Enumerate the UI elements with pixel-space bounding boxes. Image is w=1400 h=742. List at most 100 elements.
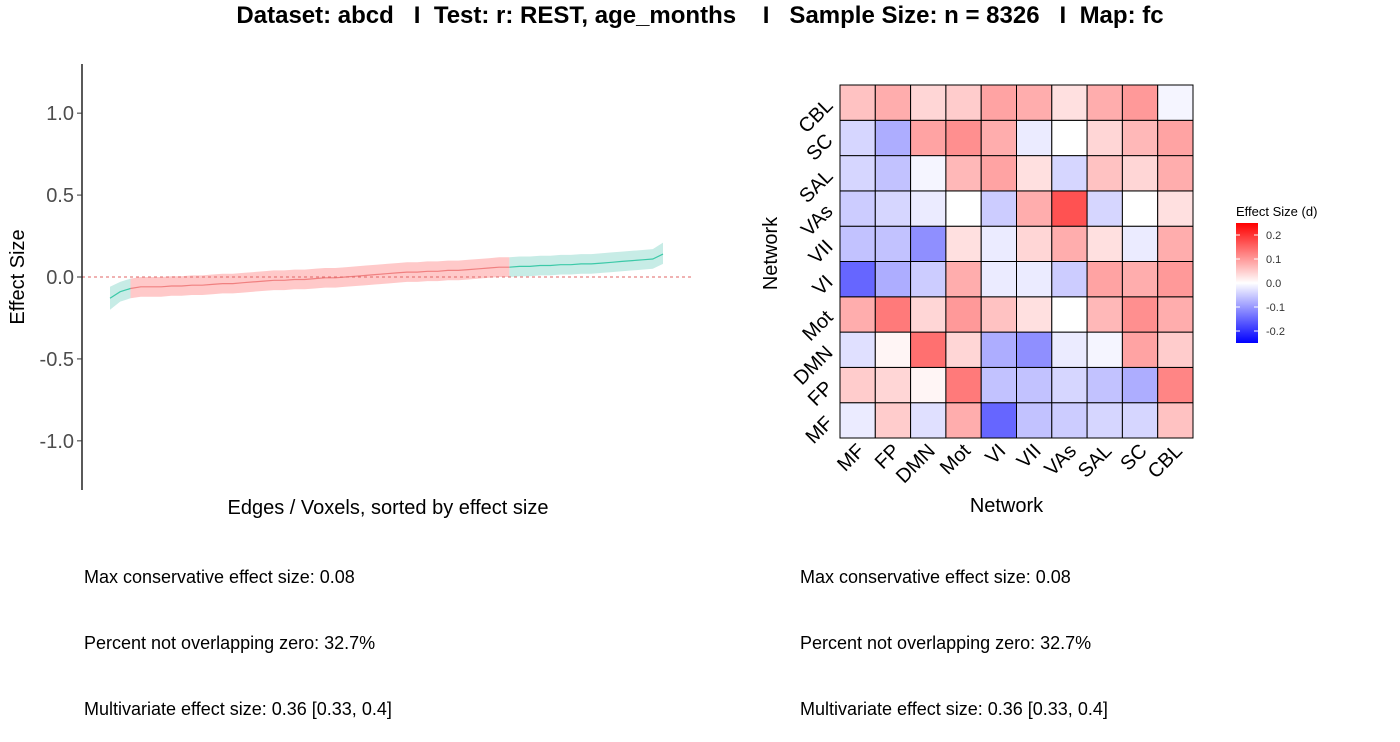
effect-line-0 xyxy=(109,287,131,299)
heatmap-cell-MF-FP xyxy=(874,402,912,439)
left-stats-block: Max conservative effect size: 0.08 Perce… xyxy=(84,522,392,742)
heatmap-cell-FP-SAL xyxy=(1086,366,1123,404)
heatmap-y-tick-VAs: VAs xyxy=(797,201,837,241)
heatmap-cell-CBL-Mot xyxy=(945,84,982,121)
heatmap-cell-VAs-VAs xyxy=(1051,190,1088,227)
heatmap-cell-SAL-CBL xyxy=(1157,155,1194,192)
heatmap-cell-VI-MF xyxy=(839,261,876,298)
heatmap-cell-SAL-SAL xyxy=(1086,155,1123,192)
heatmap-cell-VII-Mot xyxy=(945,225,982,262)
heatmap-cell-VAs-CBL xyxy=(1157,190,1194,227)
heatmap-cell-Mot-VI xyxy=(980,296,1018,333)
heatmap-cell-MF-CBL xyxy=(1157,402,1194,439)
color-legend: Effect Size (d) 0.2 0.1 0.0 -0.1 -0.2 xyxy=(1236,204,1317,343)
heatmap-cell-VII-SAL xyxy=(1086,225,1123,262)
right-stats-block: Max conservative effect size: 0.08 Perce… xyxy=(800,522,1108,742)
heatmap-cell-SAL-VI xyxy=(980,155,1018,192)
legend-tick-label-0: 0.2 xyxy=(1266,230,1281,242)
heatmap-cell-VII-VII xyxy=(1016,225,1053,262)
heatmap-x-tick-VAs: VAs xyxy=(1041,440,1081,480)
heatmap-cell-VII-VI xyxy=(980,225,1018,262)
heatmap-cell-VAs-Mot xyxy=(945,190,982,227)
heatmap-y-tick-MF: MF xyxy=(802,412,838,448)
heatmap-y-tick-CBL: CBL xyxy=(794,95,837,138)
effect-line-1 xyxy=(130,266,510,290)
heatmap-cell-Mot-FP xyxy=(874,296,912,333)
heatmap-cell-SC-FP xyxy=(874,119,912,157)
heatmap-cell-CBL-DMN xyxy=(910,84,947,121)
heatmap-cell-VI-SC xyxy=(1121,261,1159,298)
heatmap-cell-VII-MF xyxy=(839,225,876,262)
effect-size-line-plot: 1.0 0.5 0.0 -0.5 -1.0 Effect Size Edges / Voxe… xyxy=(7,64,692,519)
heatmap-cell-VAs-VI xyxy=(980,190,1018,227)
heatmap-cell-SAL-SC xyxy=(1121,155,1159,192)
heatmap-cell-VI-SAL xyxy=(1086,261,1123,298)
heatmap-cell-Mot-MF xyxy=(839,296,876,333)
heatmap-cell-SC-MF xyxy=(839,119,876,157)
heatmap-cell-SAL-MF xyxy=(839,155,876,192)
heatmap-x-tick-VII: VII xyxy=(1013,440,1046,473)
heatmap-cell-SAL-FP xyxy=(874,155,912,192)
heatmap-cell-SAL-VII xyxy=(1016,155,1053,192)
heatmap-cell-MF-MF xyxy=(839,402,876,439)
heatmap-x-tick-Mot: Mot xyxy=(936,440,975,479)
heatmap-x-tick-SAL: SAL xyxy=(1074,440,1116,482)
heatmap-cell-SC-CBL xyxy=(1157,119,1194,157)
heatmap-cell-DMN-SAL xyxy=(1086,331,1123,368)
heatmap-cell-DMN-VI xyxy=(980,331,1018,368)
heatmap-cell-SC-SC xyxy=(1121,119,1159,157)
heatmap-cell-MF-Mot xyxy=(945,402,982,439)
heatmap-cell-SC-DMN xyxy=(910,119,947,157)
heatmap-y-tick-SAL: SAL xyxy=(795,165,837,207)
left-stat-percent-nonzero: Percent not overlapping zero: 32.7% xyxy=(84,633,376,653)
x-axis-label: Edges / Voxels, sorted by effect size xyxy=(228,497,549,519)
heatmap-cell-Mot-CBL xyxy=(1157,296,1194,333)
heatmap-cell-FP-VAs xyxy=(1051,366,1088,404)
heatmap-cell-CBL-MF xyxy=(839,84,876,121)
heatmap-cell-FP-CBL xyxy=(1157,366,1194,404)
heatmap-cell-SC-Mot xyxy=(945,119,982,157)
heatmap-cell-FP-VII xyxy=(1016,366,1053,404)
y-tick-label-1: 0.5 xyxy=(46,185,74,207)
y-tick-label-3: -0.5 xyxy=(40,349,74,371)
heatmap-cell-VAs-SC xyxy=(1121,190,1159,227)
heatmap-cell-MF-SC xyxy=(1121,402,1159,439)
heatmap-cell-Mot-SC xyxy=(1121,296,1159,333)
heatmap-cell-VAs-MF xyxy=(839,190,876,227)
heatmap-cell-MF-VI xyxy=(980,402,1018,439)
effect-line-2 xyxy=(509,253,664,268)
heatmap-cell-DMN-FP xyxy=(874,331,912,368)
heatmap-cell-SC-SAL xyxy=(1086,119,1123,157)
heatmap-cell-MF-SAL xyxy=(1086,402,1123,439)
legend-tick-label-2: 0.0 xyxy=(1266,278,1281,290)
heatmap-cell-FP-SC xyxy=(1121,366,1159,404)
heatmap-cell-VI-VII xyxy=(1016,261,1053,298)
heatmap-cell-VI-Mot xyxy=(945,261,982,298)
heatmap-cell-VII-SC xyxy=(1121,225,1159,262)
y-tick-label-2: 0.0 xyxy=(46,267,74,289)
heatmap-cell-CBL-FP xyxy=(874,84,912,121)
heatmap-x-tick-CBL: CBL xyxy=(1144,440,1187,483)
heatmap-cell-Mot-Mot xyxy=(945,296,982,333)
heatmap-cell-DMN-VII xyxy=(1016,331,1053,368)
heatmap-cell-Mot-VII xyxy=(1016,296,1053,333)
left-stat-multivariate: Multivariate effect size: 0.36 [0.33, 0.… xyxy=(84,699,392,719)
heatmap-cell-VAs-SAL xyxy=(1086,190,1123,227)
heatmap-cell-VI-CBL xyxy=(1157,261,1194,298)
heatmap-x-tick-DMN: DMN xyxy=(892,440,940,488)
right-stat-max-conservative: Max conservative effect size: 0.08 xyxy=(800,567,1071,587)
heatmap-cell-CBL-SC xyxy=(1121,84,1159,121)
heatmap-y-tick-VI: VI xyxy=(809,271,838,300)
heatmap-cell-DMN-MF xyxy=(839,331,876,368)
heatmap-cell-CBL-VAs xyxy=(1051,84,1088,121)
heatmap-x-tick-VI: VI xyxy=(981,440,1010,469)
legend-tick-label-4: -0.2 xyxy=(1266,326,1285,338)
heatmap-cell-VAs-DMN xyxy=(910,190,947,227)
heatmap-cell-VII-DMN xyxy=(910,225,947,262)
heatmap-cell-VI-VI xyxy=(980,261,1018,298)
heatmap-cell-VI-VAs xyxy=(1051,261,1088,298)
heatmap-cell-VII-FP xyxy=(874,225,912,262)
right-stat-multivariate: Multivariate effect size: 0.36 [0.33, 0.… xyxy=(800,699,1108,719)
heatmap-cell-DMN-VAs xyxy=(1051,331,1088,368)
